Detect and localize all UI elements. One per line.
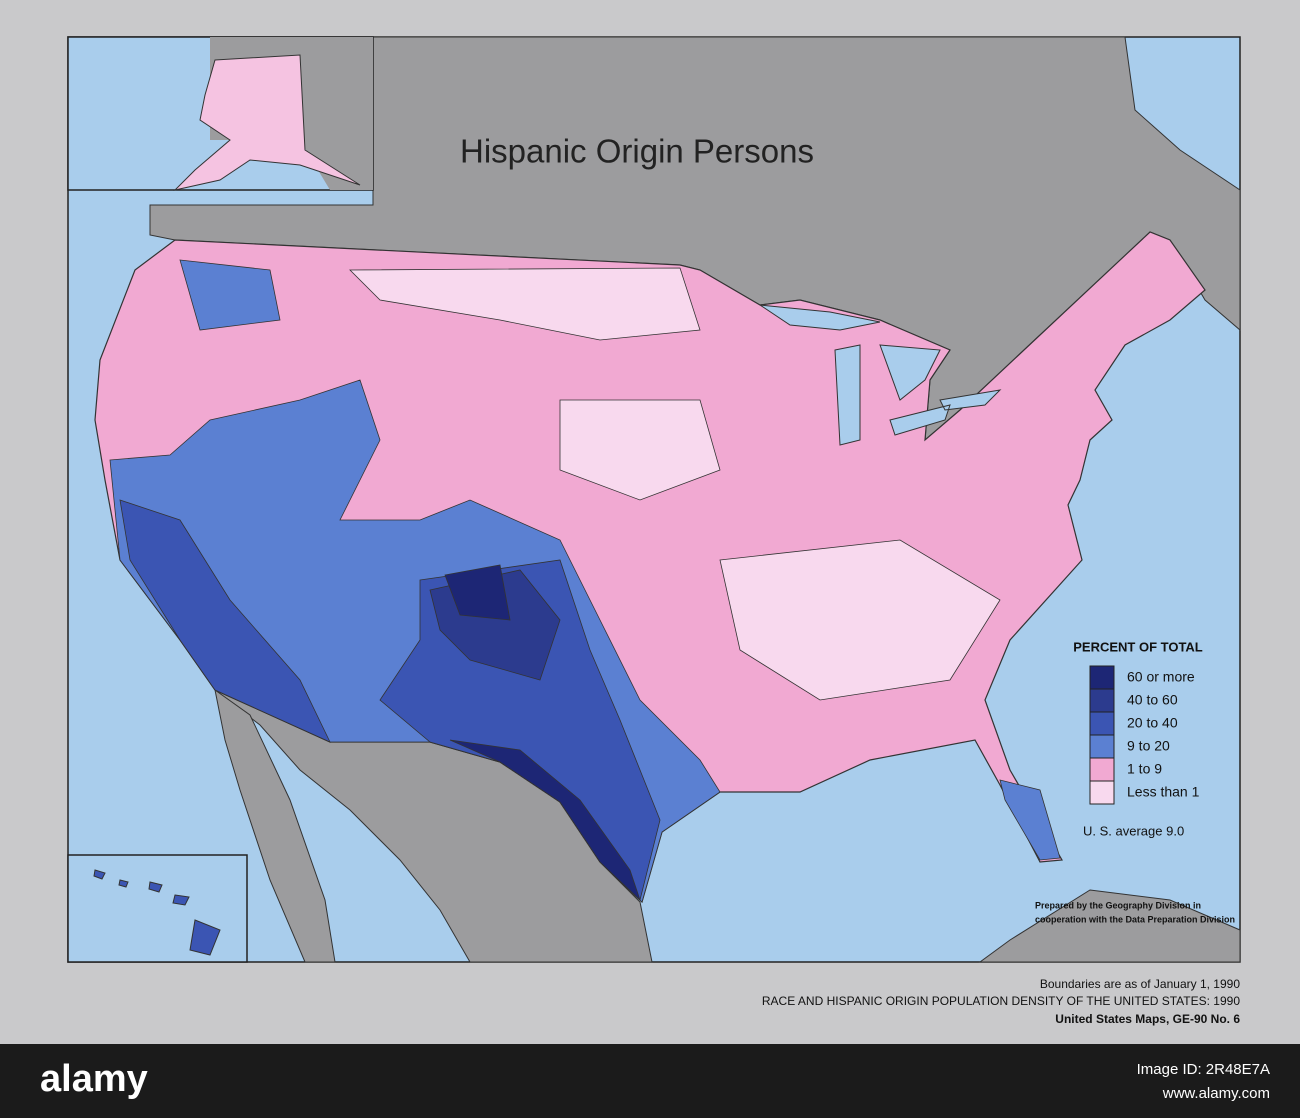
legend-label: 60 or more — [1127, 669, 1195, 685]
legend-title: PERCENT OF TOTAL — [1073, 639, 1203, 654]
legend-label: 40 to 60 — [1127, 692, 1178, 708]
region — [449, 739, 641, 901]
average-note: U. S. average 9.0 — [1083, 823, 1184, 838]
legend-swatch — [1089, 734, 1115, 759]
region — [349, 267, 701, 341]
credit-line: Prepared by the Geography Division in — [1035, 900, 1201, 910]
region — [559, 399, 721, 501]
legend-label: 20 to 40 — [1127, 715, 1178, 731]
credit-line: cooperation with the Data Preparation Di… — [1035, 914, 1235, 924]
legend-swatch — [1089, 780, 1115, 805]
alaska — [173, 54, 361, 191]
map-title: Hispanic Origin Persons — [460, 133, 814, 170]
caribbean — [978, 889, 1241, 963]
region — [719, 539, 1001, 701]
watermark-bar — [0, 1044, 1300, 1118]
legend: 60 or more 40 to 60 20 to 40 9 to 20 1 to 9 L… — [1089, 665, 1200, 805]
region — [119, 499, 331, 743]
legend-label: 1 to 9 — [1127, 761, 1162, 777]
legend-swatch — [1089, 711, 1115, 736]
legend-label: Less than 1 — [1127, 784, 1200, 800]
great-lakes — [759, 304, 1002, 446]
image-id: Image ID: 2R48E7A — [1137, 1061, 1270, 1078]
footer-line: Boundaries are as of January 1, 1990 — [1040, 977, 1240, 991]
shaded-regions — [109, 259, 1061, 903]
legend-swatch — [1089, 665, 1115, 690]
legend-label: 9 to 20 — [1127, 738, 1170, 754]
site-url: www.alamy.com — [1162, 1085, 1270, 1102]
footer-line: United States Maps, GE-90 No. 6 — [1055, 1012, 1240, 1026]
region — [999, 779, 1061, 861]
baja-california — [214, 688, 336, 963]
legend-swatch — [1089, 688, 1115, 713]
region — [179, 259, 281, 331]
legend-swatch — [1089, 757, 1115, 782]
watermark-logo: alamy — [40, 1058, 148, 1100]
region — [444, 564, 511, 621]
hawaii — [93, 869, 221, 956]
footer-line: RACE AND HISPANIC ORIGIN POPULATION DENS… — [762, 994, 1240, 1008]
